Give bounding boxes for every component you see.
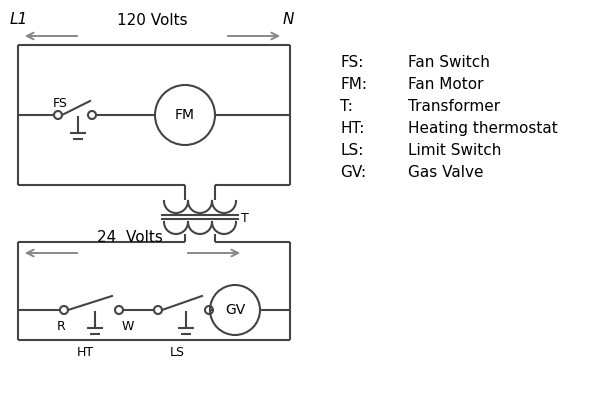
Text: 120 Volts: 120 Volts <box>117 13 187 28</box>
Text: FM:: FM: <box>340 77 367 92</box>
Text: LS: LS <box>169 346 185 359</box>
Text: FS: FS <box>53 97 68 110</box>
Text: GV: GV <box>225 303 245 317</box>
Text: L1: L1 <box>10 12 28 27</box>
Text: GV:: GV: <box>340 165 366 180</box>
Text: Heating thermostat: Heating thermostat <box>408 121 558 136</box>
Text: FS:: FS: <box>340 55 363 70</box>
Text: R: R <box>57 320 65 333</box>
Text: T:: T: <box>340 99 353 114</box>
Text: Fan Motor: Fan Motor <box>408 77 483 92</box>
Text: Limit Switch: Limit Switch <box>408 143 502 158</box>
Text: 24  Volts: 24 Volts <box>97 230 163 245</box>
Text: LS:: LS: <box>340 143 363 158</box>
Text: T: T <box>241 212 249 224</box>
Text: HT: HT <box>77 346 94 359</box>
Text: Gas Valve: Gas Valve <box>408 165 483 180</box>
Text: FM: FM <box>175 108 195 122</box>
Text: HT:: HT: <box>340 121 365 136</box>
Text: W: W <box>122 320 135 333</box>
Text: N: N <box>283 12 294 27</box>
Text: Fan Switch: Fan Switch <box>408 55 490 70</box>
Text: Transformer: Transformer <box>408 99 500 114</box>
